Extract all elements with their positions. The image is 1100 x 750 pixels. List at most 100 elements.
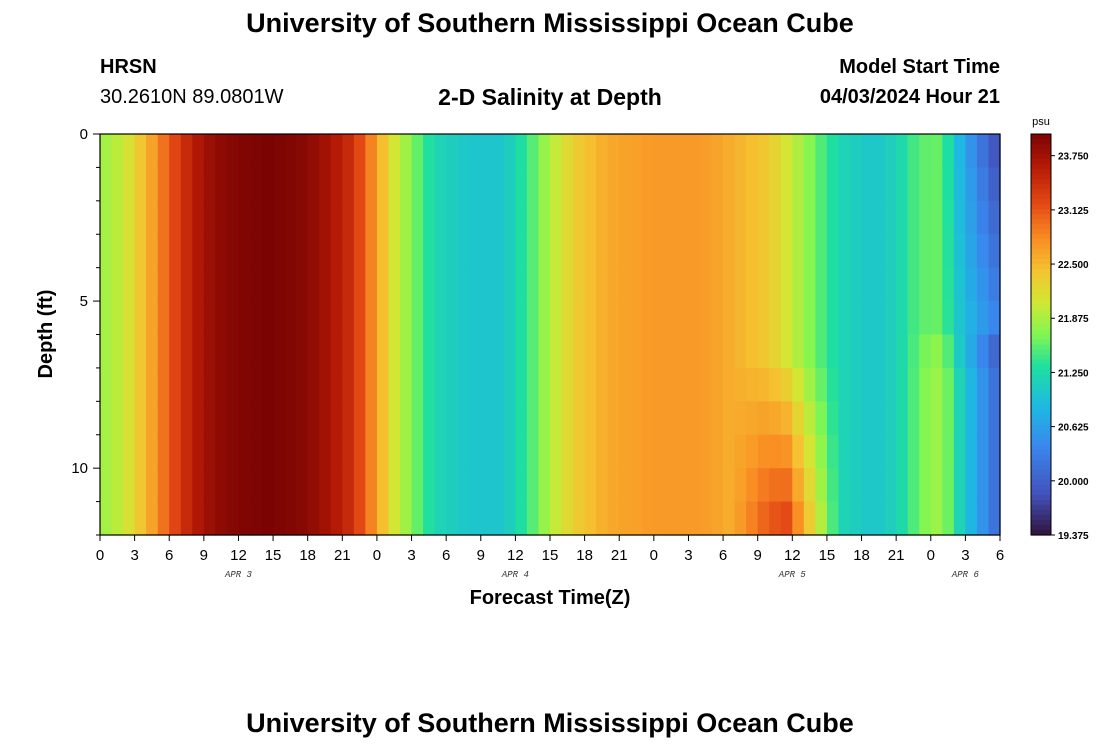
heatmap-cell <box>550 434 563 469</box>
heatmap-cell <box>203 167 216 202</box>
heatmap-cell <box>919 367 932 402</box>
heatmap-cell <box>653 367 666 402</box>
heatmap-cell <box>919 134 932 169</box>
heatmap-cell <box>169 367 182 402</box>
heatmap-cell <box>757 134 770 169</box>
heatmap-cell <box>319 501 332 536</box>
model-start-time: 04/03/2024 Hour 21 <box>819 86 1000 108</box>
heatmap-cell <box>746 234 759 269</box>
heatmap-cell <box>123 334 136 369</box>
heatmap-cell <box>700 234 713 269</box>
heatmap-cell <box>111 200 124 235</box>
heatmap-cell <box>803 367 816 402</box>
heatmap-cell <box>342 200 355 235</box>
heatmap-cell <box>515 367 528 402</box>
heatmap-cell <box>376 367 390 402</box>
heatmap-cell <box>619 200 632 235</box>
heatmap-cell <box>942 501 955 536</box>
heatmap-cell <box>711 301 724 336</box>
heatmap-cell <box>723 434 736 469</box>
heatmap-cell <box>919 200 932 235</box>
heatmap-cell <box>169 468 182 503</box>
heatmap-cell <box>365 367 378 402</box>
heatmap-cell <box>342 334 355 369</box>
heatmap-cell <box>538 401 551 436</box>
heatmap-cell <box>226 167 240 202</box>
colorbar-segment <box>1031 349 1051 356</box>
heatmap-cell <box>261 434 274 469</box>
heatmap-cell <box>492 234 505 269</box>
heatmap-cell <box>400 401 413 436</box>
heatmap-cell <box>296 401 309 436</box>
heatmap-cell <box>896 367 909 402</box>
heatmap-cell <box>630 367 643 402</box>
colorbar-segment <box>1031 354 1051 361</box>
heatmap-cell <box>757 267 770 302</box>
heatmap-cell <box>538 267 551 302</box>
heatmap-cell <box>711 468 724 503</box>
heatmap-cell <box>388 301 401 336</box>
heatmap-cell <box>388 367 401 402</box>
heatmap-cell <box>238 401 251 436</box>
heatmap-cell <box>884 401 897 436</box>
heatmap-cell <box>653 234 666 269</box>
heatmap-cell <box>388 134 401 169</box>
heatmap-cell <box>642 267 655 302</box>
heatmap-cell <box>123 267 136 302</box>
heatmap-cell <box>723 301 736 336</box>
heatmap-cell <box>676 134 690 169</box>
heatmap-cell <box>711 334 724 369</box>
heatmap-cell <box>550 501 563 536</box>
colorbar-segment <box>1031 184 1051 190</box>
heatmap-cell <box>469 468 482 503</box>
heatmap-cell <box>803 334 816 369</box>
heatmap-cell <box>503 301 516 336</box>
heatmap-cell <box>896 334 909 369</box>
heatmap-cell <box>400 267 413 302</box>
heatmap-cell <box>503 468 516 503</box>
heatmap-cell <box>607 334 620 369</box>
heatmap-cell <box>584 134 597 169</box>
heatmap-cell <box>884 434 897 469</box>
heatmap-cell <box>273 434 286 469</box>
heatmap-cell <box>665 468 678 503</box>
x-tick-label: 9 <box>200 547 208 564</box>
heatmap-cell <box>492 434 505 469</box>
heatmap-cell <box>100 434 113 469</box>
x-tick-label: 21 <box>888 547 905 564</box>
heatmap-cell <box>157 367 170 402</box>
heatmap-cell <box>953 501 966 536</box>
heatmap-cell <box>861 401 874 436</box>
heatmap-cell <box>400 167 413 202</box>
heatmap-cell <box>734 134 747 169</box>
heatmap-cell <box>319 334 332 369</box>
heatmap-cell <box>573 501 586 536</box>
heatmap-cell <box>700 367 713 402</box>
heatmap-cell <box>792 200 805 235</box>
colorbar-segment <box>1031 224 1051 230</box>
heatmap-cell <box>411 167 424 202</box>
heatmap-cell <box>423 434 436 469</box>
heatmap-cell <box>307 167 320 202</box>
heatmap-cell <box>457 334 470 369</box>
heatmap-cell <box>296 301 309 336</box>
heatmap-cell <box>573 434 586 469</box>
heatmap-cell <box>284 401 297 436</box>
heatmap-cell <box>423 367 436 402</box>
heatmap-cell <box>965 234 978 269</box>
x-tick-label: 3 <box>684 547 692 564</box>
heatmap-cell <box>561 468 574 503</box>
heatmap-cell <box>330 234 343 269</box>
heatmap-cell <box>446 134 459 169</box>
heatmap-cell <box>965 267 978 302</box>
x-tick-label: 0 <box>373 547 381 564</box>
heatmap-cell <box>734 401 747 436</box>
heatmap-cell <box>100 301 113 336</box>
heatmap-cell <box>607 434 620 469</box>
heatmap-cell <box>976 401 990 436</box>
colorbar-segment <box>1031 139 1051 145</box>
heatmap-cell <box>665 334 678 369</box>
heatmap-cell <box>400 468 413 503</box>
heatmap-cell <box>896 134 909 169</box>
heatmap-cell <box>215 301 228 336</box>
